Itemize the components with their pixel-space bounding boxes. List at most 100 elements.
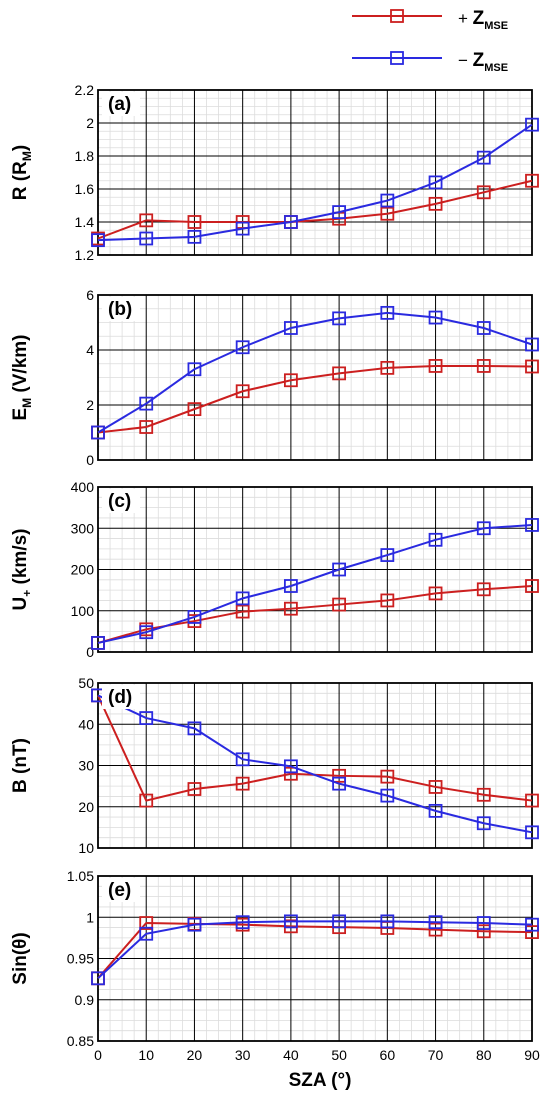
data-point xyxy=(332,562,347,577)
data-point xyxy=(187,721,202,736)
series-minus-zmse xyxy=(91,518,539,650)
panel-label: (a) xyxy=(108,94,131,115)
y-tick-label: 1.6 xyxy=(75,181,95,197)
series-minus-zmse xyxy=(91,688,539,840)
data-point xyxy=(476,582,491,597)
data-point xyxy=(525,173,539,188)
y-tick-label: 100 xyxy=(71,603,95,619)
data-point xyxy=(525,359,539,374)
minor-grid xyxy=(98,90,532,255)
data-point xyxy=(476,916,491,930)
y-tick-label: 50 xyxy=(78,675,94,691)
panel-c: 0 100 200 300 400 U+ (km/s) (c) xyxy=(10,479,539,660)
y-tick-label: 2.2 xyxy=(75,82,95,98)
data-point xyxy=(187,215,202,229)
data-point xyxy=(380,914,395,929)
y-axis-label: R (RM) xyxy=(10,145,34,200)
y-tick-label: 300 xyxy=(71,520,95,536)
data-point xyxy=(476,150,491,165)
data-point xyxy=(187,402,202,417)
data-point xyxy=(428,310,443,325)
data-point xyxy=(283,766,298,781)
y-axis-label: EM (V/km) xyxy=(10,334,34,420)
data-point xyxy=(332,776,347,791)
legend-sign: − xyxy=(458,51,473,70)
panel-label: (c) xyxy=(108,491,131,512)
data-point xyxy=(476,521,491,536)
data-point xyxy=(380,193,395,208)
data-point xyxy=(235,591,250,606)
y-tick-label: 2 xyxy=(86,397,94,413)
y-axis-label: B (nT) xyxy=(10,738,31,793)
data-point xyxy=(91,425,105,440)
data-point xyxy=(139,420,154,434)
data-point xyxy=(235,384,250,399)
data-point xyxy=(380,788,395,803)
data-point xyxy=(139,213,154,228)
data-point xyxy=(476,816,491,831)
data-point xyxy=(428,915,443,930)
y-axis-label-subscript: M xyxy=(20,398,34,408)
x-tick-label: 90 xyxy=(524,1047,540,1063)
panel-label: (e) xyxy=(108,880,131,901)
data-point xyxy=(428,359,443,373)
series-line xyxy=(97,179,533,240)
x-tick-label: 0 xyxy=(94,1047,102,1063)
panel-label-bg xyxy=(102,878,140,902)
x-tick-label: 10 xyxy=(138,1047,154,1063)
panel-label: (b) xyxy=(108,299,132,320)
y-tick-label: 20 xyxy=(78,799,94,815)
data-point xyxy=(187,362,202,377)
data-point xyxy=(380,548,395,562)
y-tick-label: 30 xyxy=(78,758,94,774)
data-point xyxy=(139,926,154,941)
y-tick-label: 40 xyxy=(78,716,94,732)
y-axis-label-main: Sin(θ) xyxy=(10,932,31,984)
y-axis-label: U+ (km/s) xyxy=(10,529,34,611)
panel-e: 0.85 0.9 0.95 1 1.05 0 10 20 30 40 50 60 70 80 90 Sin(θ… xyxy=(10,868,540,1063)
y-tick-label: 1.4 xyxy=(75,214,95,230)
data-point xyxy=(332,311,347,326)
plot-frame xyxy=(97,89,533,256)
data-point xyxy=(525,518,539,532)
series-line xyxy=(97,694,533,834)
plot-frame xyxy=(97,682,533,849)
data-point xyxy=(476,359,491,373)
y-tick-label: 0.85 xyxy=(67,1033,94,1049)
panel-a: 1.2 1.4 1.6 1.8 2 2.2 R (RM) (a) xyxy=(10,82,539,263)
y-axis-label-tail: (km/s) xyxy=(10,529,31,590)
data-point xyxy=(476,924,491,939)
y-tick-label: 4 xyxy=(86,342,94,358)
x-tick-label: 70 xyxy=(428,1047,444,1063)
plot-frame xyxy=(97,875,533,1042)
data-point xyxy=(525,579,539,593)
data-point xyxy=(476,321,491,335)
data-point xyxy=(525,793,539,808)
minor-grid xyxy=(98,487,532,652)
data-point xyxy=(235,752,250,767)
data-point xyxy=(283,215,298,229)
series-minus-zmse xyxy=(91,914,539,986)
panel-label: (d) xyxy=(108,687,132,708)
panel-label-bg xyxy=(102,685,140,709)
data-point xyxy=(283,373,298,388)
minor-grid xyxy=(98,876,532,1041)
data-point xyxy=(380,206,395,221)
data-point xyxy=(187,229,202,244)
y-axis-label-tail: (V/km) xyxy=(10,334,31,397)
y-tick-label: 10 xyxy=(78,840,94,856)
y-axis-label-main: B (nT) xyxy=(10,738,31,793)
panel-label-bg xyxy=(102,489,140,513)
data-point xyxy=(428,922,443,937)
y-tick-label: 0 xyxy=(86,452,94,468)
data-point xyxy=(91,233,105,248)
series-line xyxy=(97,920,533,980)
data-point xyxy=(380,769,395,784)
y-axis-label-main: R (R xyxy=(10,161,31,200)
legend-sign: + xyxy=(458,9,473,28)
panel-label-bg xyxy=(102,297,140,321)
data-point xyxy=(428,175,443,190)
y-tick-label: 1.8 xyxy=(75,148,95,164)
data-point xyxy=(283,601,298,616)
data-point xyxy=(139,793,154,808)
